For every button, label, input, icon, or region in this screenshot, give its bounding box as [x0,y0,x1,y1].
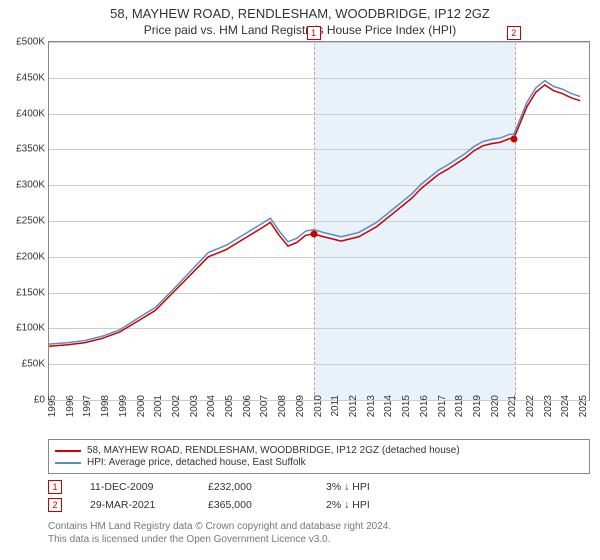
chart-area: £0£50K£100K£150K£200K£250K£300K£350K£400… [48,41,590,401]
y-tick-label: £250K [16,216,49,227]
sale-date: 29-MAR-2021 [90,499,180,511]
y-tick-label: £450K [16,72,49,83]
legend-box: 58, MAYHEW ROAD, RENDLESHAM, WOODBRIDGE,… [48,439,590,474]
sale-index-box: 1 [48,480,62,494]
y-tick-label: £400K [16,108,49,119]
line-series-svg [49,42,589,400]
legend-label: HPI: Average price, detached house, East… [87,457,306,468]
sale-price: £365,000 [208,499,298,511]
legend-label: 58, MAYHEW ROAD, RENDLESHAM, WOODBRIDGE,… [87,445,460,456]
footer-line: Contains HM Land Registry data © Crown c… [48,520,590,533]
y-tick-label: £50K [22,359,49,370]
x-axis-labels [48,401,590,435]
legend-item: HPI: Average price, detached house, East… [55,457,583,468]
sale-row: 1 11-DEC-2009 £232,000 3% ↓ HPI [48,480,590,494]
footer-line: This data is licensed under the Open Gov… [48,533,590,546]
sale-marker-dot [510,135,517,142]
y-tick-label: £500K [16,37,49,48]
legend-swatch [55,462,81,464]
sale-price: £232,000 [208,481,298,493]
sale-row: 2 29-MAR-2021 £365,000 2% ↓ HPI [48,498,590,512]
sale-hpi-delta: 3% ↓ HPI [326,481,416,493]
sale-date: 11-DEC-2009 [90,481,180,493]
sale-hpi-delta: 2% ↓ HPI [326,499,416,511]
y-tick-label: £300K [16,180,49,191]
y-tick-label: £100K [16,323,49,334]
series-hpi [49,81,580,344]
y-tick-label: £350K [16,144,49,155]
series-property [49,85,580,346]
sale-marker-box: 2 [507,26,521,40]
chart-title: 58, MAYHEW ROAD, RENDLESHAM, WOODBRIDGE,… [0,0,600,21]
sale-index-box: 2 [48,498,62,512]
y-tick-label: £150K [16,287,49,298]
sale-marker-dot [310,230,317,237]
plot-region: £0£50K£100K£150K£200K£250K£300K£350K£400… [48,41,590,401]
legend-swatch [55,450,81,452]
sale-marker-box: 1 [307,26,321,40]
sales-table: 1 11-DEC-2009 £232,000 3% ↓ HPI 2 29-MAR-2021… [48,480,590,512]
footer-attribution: Contains HM Land Registry data © Crown c… [48,520,590,546]
y-tick-label: £200K [16,251,49,262]
legend-item: 58, MAYHEW ROAD, RENDLESHAM, WOODBRIDGE,… [55,445,583,456]
